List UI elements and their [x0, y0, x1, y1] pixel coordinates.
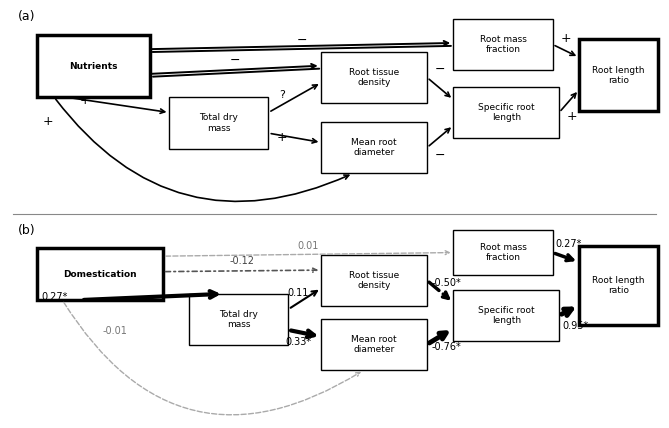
FancyBboxPatch shape [321, 52, 427, 103]
Text: (a): (a) [17, 10, 35, 24]
Text: +: + [561, 32, 571, 45]
FancyBboxPatch shape [454, 290, 559, 341]
Text: 0.11: 0.11 [288, 288, 309, 297]
FancyBboxPatch shape [321, 318, 427, 370]
Text: +: + [567, 110, 577, 123]
Text: Nutrients: Nutrients [69, 62, 118, 71]
Text: −: − [296, 34, 306, 47]
Text: −: − [435, 149, 446, 162]
Text: Total dry
mass: Total dry mass [199, 113, 238, 133]
FancyBboxPatch shape [37, 248, 163, 300]
Text: Root tissue
density: Root tissue density [349, 68, 399, 87]
Text: Root length
ratio: Root length ratio [592, 276, 645, 295]
FancyBboxPatch shape [454, 18, 553, 70]
Text: Root mass
fraction: Root mass fraction [480, 243, 527, 262]
Text: 0.95*: 0.95* [563, 321, 589, 331]
Text: +: + [80, 94, 90, 107]
Text: -0.50*: -0.50* [432, 278, 462, 288]
FancyBboxPatch shape [321, 255, 427, 306]
Text: Root tissue
density: Root tissue density [349, 271, 399, 290]
Text: Mean root
diameter: Mean root diameter [351, 138, 397, 157]
Text: (b): (b) [17, 224, 35, 237]
Text: Specific root
length: Specific root length [478, 103, 535, 122]
Text: 0.27*: 0.27* [41, 292, 68, 302]
Text: +: + [42, 115, 53, 128]
Text: -0.76*: -0.76* [432, 342, 462, 352]
Text: ?: ? [279, 90, 284, 101]
Text: Total dry
mass: Total dry mass [219, 310, 258, 329]
FancyBboxPatch shape [37, 35, 149, 97]
Text: -0.01: -0.01 [103, 326, 128, 336]
FancyBboxPatch shape [579, 39, 658, 111]
Text: Domestication: Domestication [63, 270, 136, 279]
Text: −: − [230, 54, 241, 68]
Text: 0.27*: 0.27* [556, 239, 582, 249]
Text: 0.33*: 0.33* [285, 336, 311, 347]
Text: -0.12: -0.12 [229, 256, 254, 265]
FancyBboxPatch shape [454, 230, 553, 275]
FancyBboxPatch shape [189, 294, 288, 345]
FancyBboxPatch shape [321, 122, 427, 173]
Text: Specific root
length: Specific root length [478, 306, 535, 325]
Text: Root length
ratio: Root length ratio [592, 65, 645, 85]
FancyBboxPatch shape [454, 87, 559, 138]
FancyBboxPatch shape [169, 97, 268, 149]
Text: 0.01: 0.01 [298, 241, 318, 251]
Text: Mean root
diameter: Mean root diameter [351, 335, 397, 354]
Text: −: − [435, 62, 446, 76]
Text: Root mass
fraction: Root mass fraction [480, 35, 527, 54]
Text: +: + [276, 131, 287, 144]
FancyBboxPatch shape [579, 247, 658, 325]
